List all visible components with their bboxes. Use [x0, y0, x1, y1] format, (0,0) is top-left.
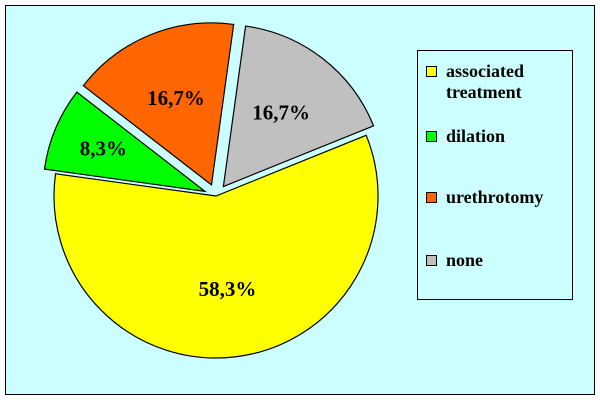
legend-label-urethrotomy: urethrotomy	[446, 187, 544, 207]
data-label-dilation: 8,3%	[80, 137, 127, 161]
pie-slice-associated-treatment	[53, 134, 379, 359]
chart-area: 58,3% 8,3% 16,7% 16,7% associated treatment…	[5, 5, 595, 395]
pie-chart: 58,3% 8,3% 16,7% 16,7%	[43, 22, 379, 359]
data-label-associated-treatment: 58,3%	[199, 277, 257, 301]
pie-slice-none	[222, 25, 375, 188]
legend-swatch-urethrotomy	[426, 192, 437, 203]
pie-slice-dilation	[43, 91, 208, 193]
legend-label-associated-treatment: associated treatment	[446, 61, 524, 102]
pie-slice-urethrotomy	[82, 22, 235, 186]
legend-swatch-associated-treatment	[426, 66, 437, 77]
data-label-none: 16,7%	[252, 100, 310, 124]
legend-label-dilation: dilation	[446, 126, 506, 146]
legend-swatch-none	[426, 255, 437, 266]
chart-legend: associated treatment dilation urethrotom…	[417, 50, 573, 300]
data-label-urethrotomy: 16,7%	[147, 86, 205, 110]
legend-label-none: none	[446, 250, 484, 270]
legend-swatch-dilation	[426, 131, 437, 142]
